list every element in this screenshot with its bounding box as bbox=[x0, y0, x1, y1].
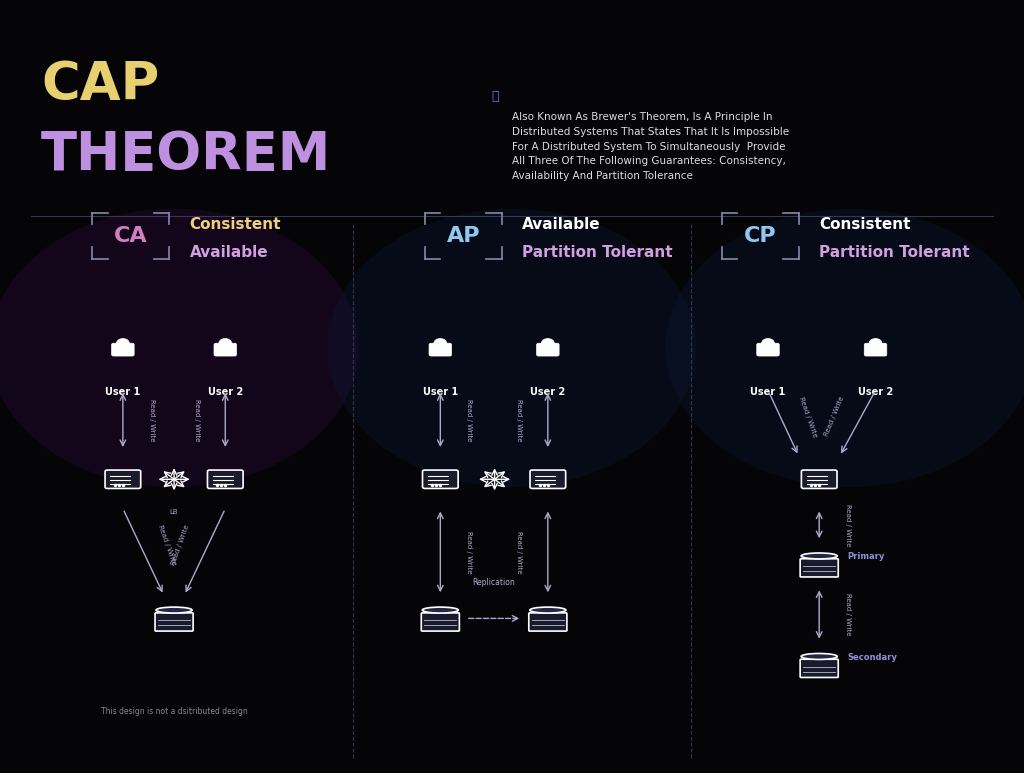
FancyBboxPatch shape bbox=[528, 613, 567, 631]
Text: LB: LB bbox=[170, 509, 178, 515]
Text: Read / Write: Read / Write bbox=[516, 531, 522, 573]
FancyBboxPatch shape bbox=[864, 343, 887, 356]
Text: Replication: Replication bbox=[473, 578, 515, 587]
Text: 🌐: 🌐 bbox=[492, 90, 499, 103]
Text: AP: AP bbox=[446, 226, 480, 246]
Text: User 2: User 2 bbox=[208, 386, 243, 397]
FancyBboxPatch shape bbox=[112, 343, 134, 356]
Text: This design is not a dsitributed design: This design is not a dsitributed design bbox=[100, 707, 248, 716]
Circle shape bbox=[666, 209, 1024, 487]
Text: User 2: User 2 bbox=[858, 386, 893, 397]
Text: Read / Write: Read / Write bbox=[466, 531, 472, 573]
Text: Secondary: Secondary bbox=[848, 652, 897, 662]
FancyBboxPatch shape bbox=[208, 470, 243, 489]
Text: Available: Available bbox=[522, 216, 601, 232]
Text: CA: CA bbox=[114, 226, 147, 246]
FancyBboxPatch shape bbox=[423, 470, 458, 489]
Text: Read / Write: Read / Write bbox=[798, 396, 817, 438]
Circle shape bbox=[542, 339, 554, 348]
Text: Available: Available bbox=[189, 245, 268, 261]
FancyBboxPatch shape bbox=[429, 343, 452, 356]
Ellipse shape bbox=[801, 653, 838, 659]
Text: User 1: User 1 bbox=[105, 386, 140, 397]
Text: Partition Tolerant: Partition Tolerant bbox=[522, 245, 673, 261]
Text: Consistent: Consistent bbox=[819, 216, 910, 232]
FancyBboxPatch shape bbox=[800, 659, 839, 677]
Text: Read / Write: Read / Write bbox=[466, 399, 472, 441]
FancyBboxPatch shape bbox=[802, 470, 837, 489]
Text: User 1: User 1 bbox=[751, 386, 785, 397]
Text: User 2: User 2 bbox=[530, 386, 565, 397]
FancyBboxPatch shape bbox=[537, 343, 559, 356]
Circle shape bbox=[869, 339, 882, 348]
FancyBboxPatch shape bbox=[155, 613, 194, 631]
FancyBboxPatch shape bbox=[214, 343, 237, 356]
Ellipse shape bbox=[801, 553, 838, 559]
Circle shape bbox=[219, 339, 231, 348]
Text: Read / Write: Read / Write bbox=[845, 594, 851, 635]
FancyBboxPatch shape bbox=[530, 470, 565, 489]
Ellipse shape bbox=[422, 607, 459, 613]
FancyBboxPatch shape bbox=[800, 559, 839, 577]
Text: CAP: CAP bbox=[41, 59, 159, 111]
Ellipse shape bbox=[529, 607, 566, 613]
Text: Read / Write: Read / Write bbox=[194, 399, 200, 441]
Circle shape bbox=[117, 339, 129, 348]
Text: User 1: User 1 bbox=[423, 386, 458, 397]
Text: Read / Write: Read / Write bbox=[148, 399, 155, 441]
Text: Read / Write: Read / Write bbox=[823, 395, 845, 437]
FancyBboxPatch shape bbox=[757, 343, 779, 356]
Text: Consistent: Consistent bbox=[189, 216, 281, 232]
Text: Also Known As Brewer's Theorem, Is A Principle In
Distributed Systems That State: Also Known As Brewer's Theorem, Is A Pri… bbox=[512, 112, 790, 182]
Text: CP: CP bbox=[744, 226, 776, 246]
Ellipse shape bbox=[156, 607, 193, 613]
Text: Read / Write: Read / Write bbox=[171, 524, 190, 567]
Text: Read / Write: Read / Write bbox=[516, 399, 522, 441]
Circle shape bbox=[762, 339, 774, 348]
Circle shape bbox=[328, 209, 696, 487]
Circle shape bbox=[434, 339, 446, 348]
Text: Read / Write: Read / Write bbox=[158, 524, 177, 567]
Text: Read / Write: Read / Write bbox=[845, 504, 851, 546]
Text: THEOREM: THEOREM bbox=[41, 128, 331, 181]
FancyBboxPatch shape bbox=[105, 470, 140, 489]
Text: Partition Tolerant: Partition Tolerant bbox=[819, 245, 970, 261]
Text: Primary: Primary bbox=[848, 552, 885, 561]
Circle shape bbox=[0, 209, 358, 487]
FancyBboxPatch shape bbox=[421, 613, 460, 631]
